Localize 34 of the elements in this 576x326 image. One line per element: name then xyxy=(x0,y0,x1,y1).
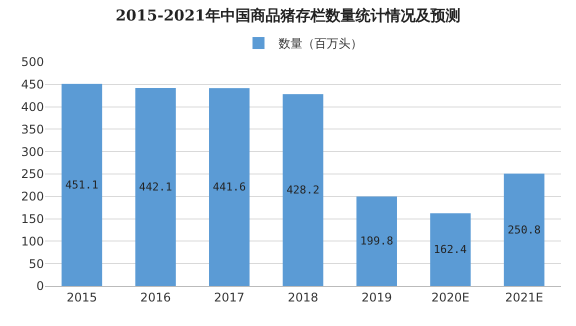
bar xyxy=(135,88,176,286)
y-tick-label: 400 xyxy=(21,100,44,114)
y-tick-label: 150 xyxy=(21,212,44,226)
chart-title: 2015-2021年中国商品猪存栏数量统计情况及预测 xyxy=(116,6,460,24)
x-tick-label: 2016 xyxy=(140,290,171,304)
data-label: 250.8 xyxy=(508,223,541,236)
x-tick-label: 2021E xyxy=(505,290,544,304)
y-tick-label: 300 xyxy=(21,144,44,159)
y-tick-label: 500 xyxy=(21,55,44,70)
bar xyxy=(209,88,250,286)
bar xyxy=(430,213,471,286)
x-tick-label: 2018 xyxy=(288,290,318,304)
bar xyxy=(62,84,102,286)
bar xyxy=(356,196,397,286)
data-label: 199.8 xyxy=(360,234,394,248)
y-tick-label: 100 xyxy=(21,234,44,248)
y-tick-label: 0 xyxy=(36,279,44,294)
legend-label: 数量（百万头） xyxy=(278,36,362,51)
y-tick-label: 50 xyxy=(28,256,44,271)
data-label: 441.6 xyxy=(212,180,246,194)
x-tick-label: 2015 xyxy=(66,290,98,304)
y-tick-label: 250 xyxy=(21,167,44,182)
x-tick-label: 2017 xyxy=(214,290,245,304)
y-tick-label: 200 xyxy=(21,190,44,204)
x-tick-label: 2019 xyxy=(361,290,392,304)
data-label: 451.1 xyxy=(65,178,98,192)
bar xyxy=(504,174,544,286)
data-label: 162.4 xyxy=(434,243,468,256)
x-tick-label: 2020E xyxy=(431,290,470,304)
data-label: 428.2 xyxy=(286,184,320,197)
data-label: 442.1 xyxy=(139,180,172,194)
y-tick-label: 350 xyxy=(21,122,44,136)
bar xyxy=(282,94,324,286)
y-tick-label: 450 xyxy=(21,78,44,92)
